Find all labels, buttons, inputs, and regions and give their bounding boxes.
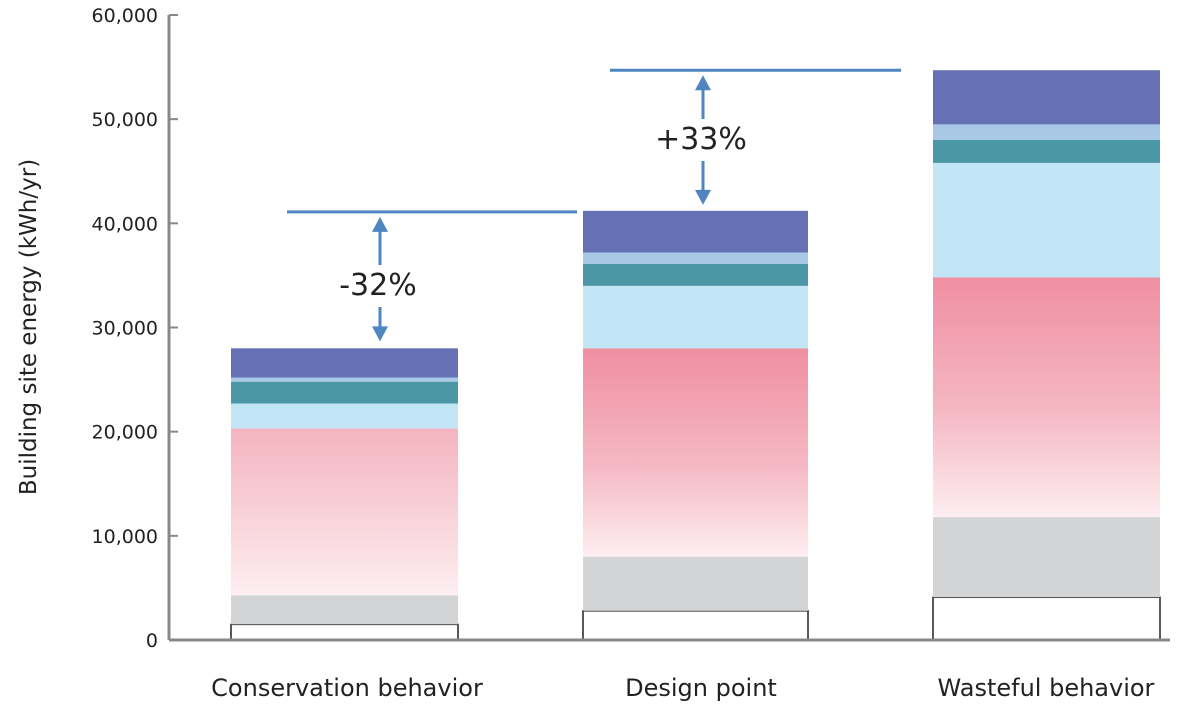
bar-segment-3-cat-1	[231, 428, 458, 596]
arrow-down-2	[695, 189, 711, 205]
bar-segment-4-cat-3	[933, 162, 1160, 278]
bar-segment-6-cat-1	[231, 377, 458, 382]
arrow-up-2	[695, 75, 711, 91]
y-tick-label: 10,000	[92, 526, 158, 548]
bar-segment-5-cat-2	[583, 263, 808, 286]
bar-segment-1-cat-3	[932, 596, 1161, 641]
bar-segment-2-cat-1	[231, 595, 458, 625]
y-tick-label: 30,000	[92, 318, 158, 340]
category-label-wasteful: Wasteful behavior	[938, 674, 1155, 702]
y-tick-label: 0	[146, 630, 158, 652]
bar-segment-6-cat-2	[583, 252, 808, 264]
y-tick-label: 60,000	[92, 5, 158, 27]
bar-segment-4-cat-1	[231, 403, 458, 429]
bar-segment-1-cat-1	[230, 623, 459, 641]
category-label-conservation: Conservation behavior	[211, 674, 483, 702]
bar-segment-3-cat-2	[583, 348, 808, 557]
bar-segment-2-cat-2	[583, 556, 808, 611]
bar-segment-6-cat-3	[933, 124, 1160, 140]
y-tick-label: 50,000	[92, 109, 158, 131]
percent-change-label-2: +33%	[655, 122, 747, 157]
bar-stack-1	[230, 348, 459, 641]
y-tick-label: 40,000	[92, 213, 158, 235]
bar-segment-7-cat-2	[583, 210, 808, 253]
bar-segment-1-cat-2	[582, 610, 809, 641]
y-axis: 0 10,000 20,000 30,000 40,000 50,000 60,000	[92, 5, 1170, 652]
bar-stack-3	[932, 70, 1161, 641]
bar-segment-7-cat-3	[933, 70, 1160, 125]
bar-segment-4-cat-2	[583, 285, 808, 349]
bar-segment-7-cat-1	[231, 348, 458, 378]
bar-segment-5-cat-1	[231, 381, 458, 404]
annotations-layer: -32% +33%	[287, 68, 901, 342]
bar-segment-3-cat-3	[933, 277, 1160, 518]
bar-segment-2-cat-3	[933, 517, 1160, 598]
y-tick-label: 20,000	[92, 422, 158, 444]
bar-segment-5-cat-3	[933, 140, 1160, 163]
arrow-up-1	[372, 216, 388, 232]
arrow-down-1	[372, 326, 388, 342]
bars-layer	[230, 70, 1161, 641]
category-label-design: Design point	[625, 674, 777, 702]
bar-stack-2	[582, 210, 809, 641]
percent-change-label-1: -32%	[339, 268, 417, 303]
y-axis-label: Building site energy (kWh/yr)	[16, 159, 42, 495]
